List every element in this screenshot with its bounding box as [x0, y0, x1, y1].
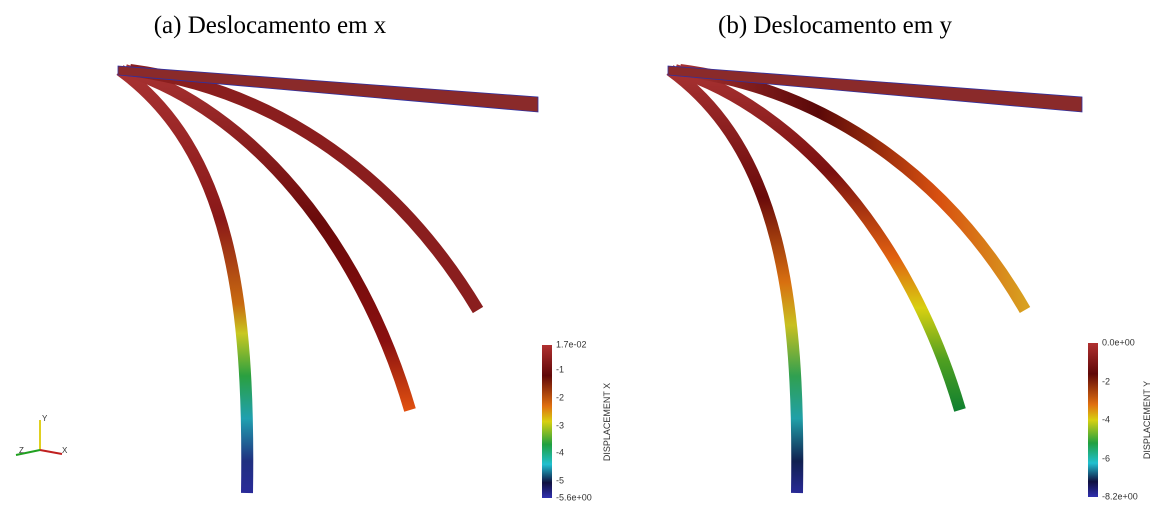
colorbar-tick: -4: [556, 447, 564, 457]
panel-b: (b) Deslocamento em y 0.0e+00 -2 -4 -6 -…: [668, 12, 1152, 501]
colorbar-tick: -6: [1102, 453, 1110, 463]
colorbar-tick: -1: [556, 364, 564, 374]
beam: [130, 70, 478, 310]
beam: [120, 70, 247, 493]
colorbar-label: DISPLACEMENT X: [602, 383, 612, 461]
triad-label: X: [62, 446, 68, 455]
colorbar-tick: -5.6e+00: [556, 492, 592, 502]
colorbar-tick: 1.7e-02: [556, 339, 587, 349]
panel-title: (a) Deslocamento em x: [154, 12, 387, 39]
colorbar-label: DISPLACEMENT Y: [1142, 381, 1152, 459]
colorbar: [542, 345, 552, 498]
colorbar: [1088, 343, 1098, 497]
colorbar-tick: -3: [556, 420, 564, 430]
axes-triad: Y Z X: [16, 414, 68, 455]
panel-a: (a) Deslocamento em x 1.7e-02 -1 -2 -3 -…: [16, 12, 612, 502]
colorbar-tick: -2: [1102, 376, 1110, 386]
colorbar-tick: 0.0e+00: [1102, 337, 1135, 347]
beam: [670, 70, 797, 493]
triad-label: Z: [19, 446, 24, 455]
colorbar-tick: -2: [556, 392, 564, 402]
colorbar-tick: -5: [556, 475, 564, 485]
beam: [680, 70, 1025, 310]
colorbar-tick: -8.2e+00: [1102, 491, 1138, 501]
colorbar-tick: -4: [1102, 414, 1110, 424]
figure: (a) Deslocamento em x 1.7e-02 -1 -2 -3 -…: [0, 0, 1156, 507]
panel-title: (b) Deslocamento em y: [718, 12, 952, 39]
triad-label: Y: [42, 414, 48, 423]
